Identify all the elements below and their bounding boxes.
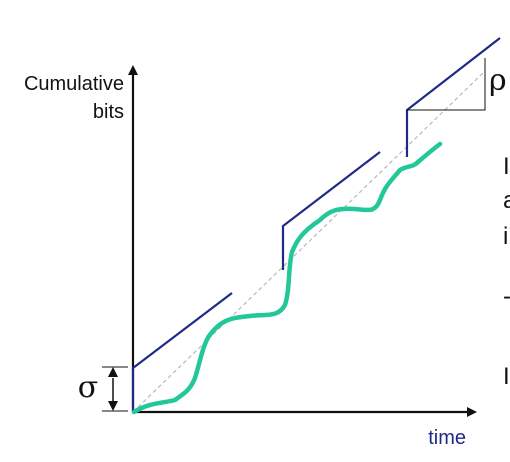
right-edge-text-5: I	[503, 363, 510, 390]
sigma-arrowhead-top	[108, 367, 118, 377]
rho-label: ρ	[489, 63, 507, 98]
y-axis-label-line1: Cumulative	[24, 73, 124, 95]
sigma-arrowhead-bottom	[108, 401, 118, 411]
right-edge-text-2: a	[503, 187, 510, 214]
right-edge-text-1: I	[503, 153, 510, 180]
sigma-label: σ	[78, 370, 98, 405]
x-axis-label: time	[428, 427, 466, 449]
envelope-segment-1	[131, 292, 233, 412]
traffic-curve	[131, 141, 443, 415]
rho-slope-triangle	[407, 58, 486, 111]
envelope-segment-2	[281, 151, 381, 270]
envelope-segment-3	[405, 37, 501, 157]
rate-reference-line	[132, 71, 485, 413]
right-edge-text-3: i	[503, 223, 508, 250]
y-axis-label-line2: bits	[93, 101, 124, 123]
right-edge-text-4: -	[503, 283, 510, 310]
